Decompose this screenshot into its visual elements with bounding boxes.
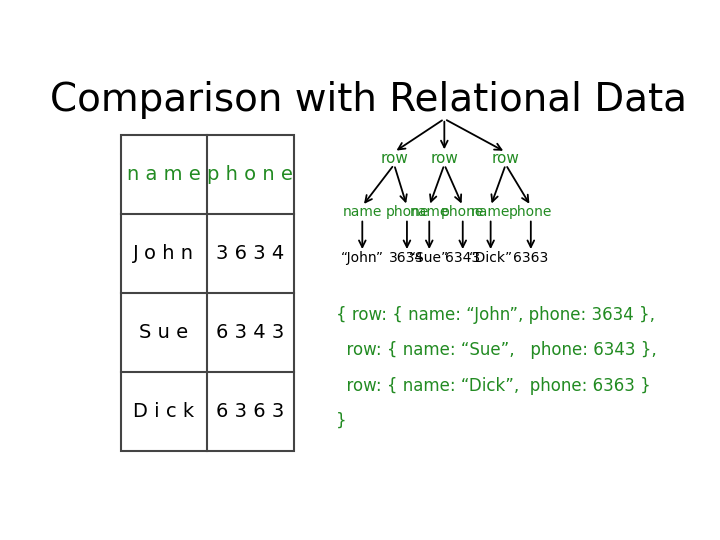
Text: 6363: 6363 (513, 251, 549, 265)
Text: S u e: S u e (140, 323, 189, 342)
Text: p h o n e: p h o n e (207, 165, 293, 185)
Bar (121, 136, 294, 451)
Text: Comparison with Relational Data: Comparison with Relational Data (50, 82, 688, 119)
Text: 3634: 3634 (390, 251, 425, 265)
Text: D i c k: D i c k (133, 402, 194, 422)
Text: “Dick”: “Dick” (469, 251, 513, 265)
Text: row: { name: “Sue”,   phone: 6343 },: row: { name: “Sue”, phone: 6343 }, (336, 341, 656, 359)
Text: row: row (380, 151, 408, 166)
Text: name: name (410, 205, 449, 219)
Text: 3 6 3 4: 3 6 3 4 (216, 245, 284, 264)
Text: phone: phone (385, 205, 428, 219)
Text: row: row (492, 151, 520, 166)
Text: phone: phone (441, 205, 485, 219)
Text: n a m e: n a m e (127, 165, 201, 185)
Text: row: { name: “Dick”,  phone: 6363 }: row: { name: “Dick”, phone: 6363 } (336, 377, 650, 395)
Text: “John”: “John” (341, 251, 384, 265)
Text: 6 3 6 3: 6 3 6 3 (216, 402, 284, 422)
Text: row: row (431, 151, 458, 166)
Text: name: name (343, 205, 382, 219)
Text: J o h n: J o h n (133, 245, 194, 264)
Text: “Sue”: “Sue” (409, 251, 449, 265)
Text: }: } (336, 412, 346, 430)
Text: { row: { name: “John”, phone: 3634 },: { row: { name: “John”, phone: 3634 }, (336, 306, 654, 324)
Text: name: name (471, 205, 510, 219)
Text: 6 3 4 3: 6 3 4 3 (216, 323, 284, 342)
Text: 6343: 6343 (445, 251, 480, 265)
Text: phone: phone (509, 205, 552, 219)
